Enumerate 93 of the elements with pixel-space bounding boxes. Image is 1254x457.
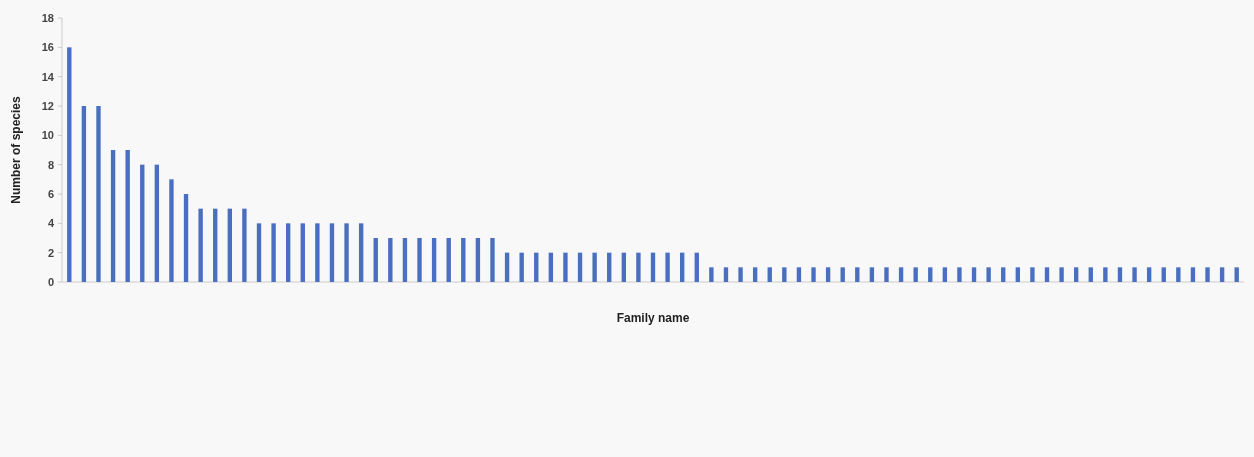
y-tick-label: 2: [47, 246, 54, 259]
bar: [767, 267, 772, 282]
bar: [286, 223, 291, 282]
bar: [227, 208, 232, 282]
bar: [709, 267, 714, 282]
bar: [1234, 267, 1239, 282]
bar: [358, 223, 364, 282]
bar: [913, 267, 918, 282]
bar: [680, 252, 685, 282]
bar: [344, 223, 349, 282]
bar: [723, 267, 729, 282]
bar: [373, 238, 378, 282]
bar: [1059, 267, 1064, 282]
bar: [1103, 267, 1108, 282]
y-tick-label: 14: [41, 70, 55, 83]
bar: [1074, 267, 1079, 282]
bar: [1088, 267, 1093, 282]
y-tick-label: 12: [41, 99, 54, 112]
bar: [636, 252, 641, 282]
bar: [125, 150, 130, 282]
bar: [461, 238, 466, 282]
bar: [519, 252, 524, 282]
y-axis-title: Number of species: [9, 95, 23, 204]
bar: [592, 252, 597, 282]
bar: [256, 223, 262, 282]
bar: [825, 267, 831, 282]
bar: [198, 208, 203, 282]
bar: [475, 238, 481, 282]
bar: [942, 267, 948, 282]
bar: [315, 223, 320, 282]
y-tick-label: 18: [41, 11, 54, 24]
bar: [402, 238, 408, 282]
bar: [665, 252, 670, 282]
bar: [928, 267, 933, 282]
bar: [855, 267, 860, 282]
bar: [110, 150, 116, 282]
bar: [96, 106, 101, 282]
bar: [1132, 267, 1137, 282]
bar: [534, 252, 539, 282]
x-axis-title: Family name: [616, 311, 690, 325]
bar: [607, 252, 612, 282]
bar: [1219, 267, 1225, 282]
bar: [752, 267, 758, 282]
bar: [271, 223, 276, 282]
bar: [300, 223, 305, 282]
bar: [1205, 267, 1210, 282]
bar: [81, 106, 87, 282]
bar: [986, 267, 991, 282]
bar: [782, 267, 787, 282]
bar: [140, 164, 145, 282]
bar: [869, 267, 875, 282]
bar: [431, 238, 437, 282]
bar: [417, 238, 422, 282]
bar: [1001, 267, 1006, 282]
bar: [577, 252, 583, 282]
bar: [796, 267, 802, 282]
bar: [1015, 267, 1021, 282]
bar: [329, 223, 335, 282]
bar: [694, 252, 699, 282]
bar: [388, 238, 393, 282]
bar: [811, 267, 816, 282]
y-tick-label: 6: [47, 187, 54, 200]
bar: [1117, 267, 1123, 282]
bar: [213, 208, 218, 282]
bar: [242, 208, 247, 282]
bar: [840, 267, 845, 282]
bar: [154, 164, 160, 282]
bar: [504, 252, 510, 282]
bar: [1161, 267, 1166, 282]
bar: [67, 47, 72, 282]
bar: [1044, 267, 1050, 282]
bar: [169, 179, 174, 282]
bar: [884, 267, 889, 282]
bar: [446, 238, 451, 282]
y-tick-label: 4: [47, 217, 55, 230]
bar: [548, 252, 554, 282]
y-tick-label: 0: [47, 275, 54, 288]
bar: [1190, 267, 1196, 282]
bar: [1146, 267, 1152, 282]
bar: [957, 267, 962, 282]
y-tick-label: 10: [41, 129, 54, 142]
bar: [563, 252, 568, 282]
bar: [971, 267, 977, 282]
bar: [650, 252, 656, 282]
bar: [1176, 267, 1181, 282]
bar: [490, 238, 495, 282]
bar: [738, 267, 743, 282]
bar: [621, 252, 626, 282]
y-tick-label: 8: [47, 158, 54, 171]
bar: [898, 267, 904, 282]
bar: [1030, 267, 1035, 282]
bar: [183, 194, 189, 282]
y-tick-label: 16: [41, 41, 54, 54]
